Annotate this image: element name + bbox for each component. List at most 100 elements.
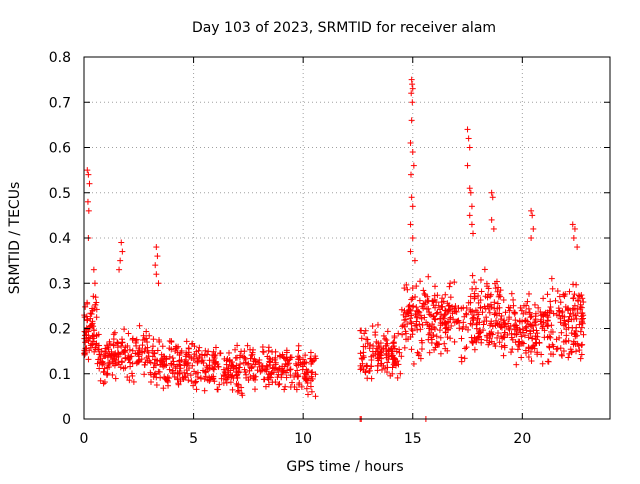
data-point	[496, 339, 503, 346]
data-point	[501, 321, 508, 328]
data-point	[409, 81, 416, 88]
data-point	[368, 353, 375, 360]
data-point	[547, 334, 554, 341]
data-point	[221, 368, 228, 375]
data-point	[100, 368, 107, 375]
data-point	[408, 90, 415, 97]
data-point	[471, 346, 478, 353]
data-point	[245, 361, 252, 368]
data-point	[234, 388, 241, 395]
data-point	[294, 372, 301, 379]
data-point	[573, 281, 580, 288]
data-point	[93, 314, 100, 321]
data-point	[539, 360, 546, 367]
data-point	[470, 339, 477, 346]
data-point	[476, 328, 483, 335]
data-point	[469, 285, 476, 292]
data-point	[205, 348, 212, 355]
data-point	[557, 299, 564, 306]
data-point	[532, 310, 539, 317]
data-point	[164, 374, 171, 381]
data-point	[169, 370, 176, 377]
data-point	[85, 338, 92, 345]
data-point	[223, 365, 230, 372]
data-point	[357, 327, 364, 334]
data-point	[483, 332, 490, 339]
data-point	[106, 350, 113, 357]
data-point	[104, 370, 111, 377]
data-point	[409, 85, 416, 92]
data-point	[466, 185, 473, 192]
data-point	[307, 349, 314, 356]
data-point	[362, 369, 369, 376]
data-point	[508, 290, 515, 297]
data-point	[470, 314, 477, 321]
data-point	[272, 348, 279, 355]
data-point	[366, 368, 373, 375]
data-point	[419, 303, 426, 310]
data-point	[529, 335, 536, 342]
data-point	[124, 374, 131, 381]
data-point	[442, 291, 449, 298]
data-point	[172, 343, 179, 350]
data-point	[195, 347, 202, 354]
data-point	[187, 372, 194, 379]
data-point	[160, 385, 167, 392]
data-point	[541, 334, 548, 341]
data-point	[156, 368, 163, 375]
data-point	[115, 340, 122, 347]
data-point	[174, 349, 181, 356]
data-point	[447, 294, 454, 301]
data-point	[241, 348, 248, 355]
data-point	[218, 375, 225, 382]
data-point	[403, 336, 410, 343]
data-point	[251, 386, 258, 393]
data-point	[152, 370, 159, 377]
data-point	[259, 343, 266, 350]
data-point	[525, 354, 532, 361]
data-point	[418, 315, 425, 322]
x-tick-label: 10	[294, 431, 312, 447]
data-point	[211, 364, 218, 371]
data-point	[463, 305, 470, 312]
data-point	[417, 326, 424, 333]
data-point	[417, 312, 424, 319]
data-point	[261, 376, 268, 383]
data-point	[437, 350, 444, 357]
data-point	[100, 352, 107, 359]
data-point	[89, 318, 96, 325]
data-point	[415, 352, 422, 359]
data-point	[498, 324, 505, 331]
x-tick-label: 20	[513, 431, 531, 447]
data-point	[492, 310, 499, 317]
data-point	[133, 336, 140, 343]
data-point	[195, 354, 202, 361]
data-point	[430, 324, 437, 331]
data-point	[518, 333, 525, 340]
data-point	[235, 369, 242, 376]
data-point	[425, 325, 432, 332]
data-point	[413, 318, 420, 325]
data-points	[81, 76, 587, 422]
data-point	[153, 382, 160, 389]
y-tick-label: 0	[62, 412, 71, 428]
data-point	[561, 320, 568, 327]
data-point	[256, 356, 263, 363]
data-point	[229, 362, 236, 369]
data-point	[367, 363, 374, 370]
data-point	[409, 331, 416, 338]
data-point	[165, 382, 172, 389]
data-point	[468, 221, 475, 228]
data-point	[458, 354, 465, 361]
data-point	[578, 351, 585, 358]
data-point	[98, 348, 105, 355]
data-point	[409, 99, 416, 106]
x-tick-label: 15	[404, 431, 422, 447]
data-point	[400, 322, 407, 329]
data-point	[281, 363, 288, 370]
data-point	[430, 302, 437, 309]
data-point	[360, 349, 367, 356]
data-point	[545, 314, 552, 321]
data-point	[369, 323, 376, 330]
data-point	[511, 331, 518, 338]
